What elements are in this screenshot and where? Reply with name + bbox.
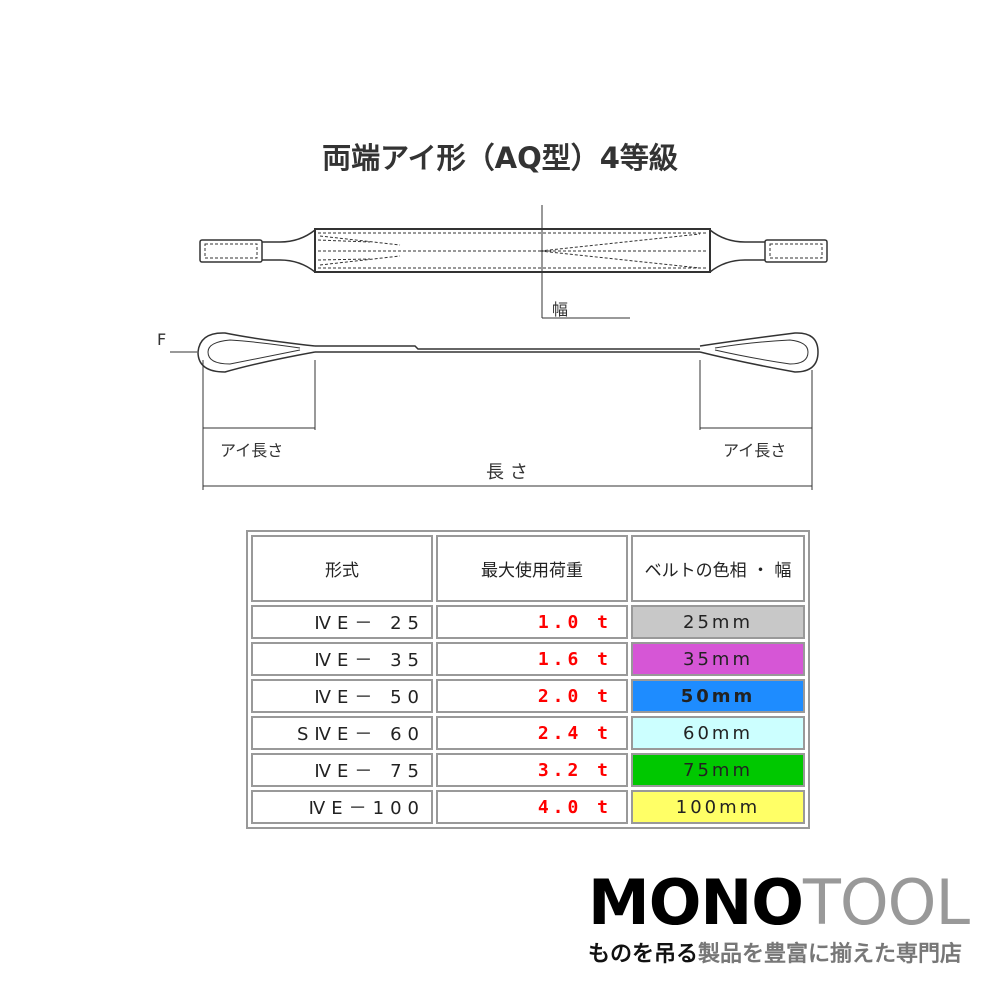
load-cell: 2.0 t [436,679,628,713]
belt-cell: 60mm [631,716,805,750]
eye-length-left-label: アイ長さ [220,441,284,460]
table-row: ⅣE－100 4.0 t 100mm [251,790,805,824]
logo-tagline: 製品を豊富に揃えた専門店 [698,942,963,967]
page-title: 両端アイ形（AQ型）4等級 [322,141,678,175]
load-cell: 2.4 t [436,716,628,750]
belt-top-view [199,205,828,319]
table-row: ⅣE－ 50 2.0 t 50mm [251,679,805,713]
width-label: 幅 [552,300,569,319]
model-cell: ⅣE－100 [251,790,433,824]
load-cell: 4.0 t [436,790,628,824]
length-label: 長 さ [486,462,528,483]
logo-tagline-bold: ものを吊る [588,942,699,967]
belt-cell: 75mm [631,753,805,787]
table-row: ⅣE－ 25 1.0 t 25mm [251,605,805,639]
spec-table: 形式 最大使用荷重 ベルトの色相 ・ 幅 ⅣE－ 25 1.0 t 25mm ⅣE… [246,530,810,829]
load-cell: 3.2 t [436,753,628,787]
table-header: 形式 最大使用荷重 ベルトの色相 ・ 幅 [251,535,805,602]
load-cell: 1.6 t [436,642,628,676]
header-model: 形式 [251,535,433,602]
model-cell: SⅣE－ 60 [251,716,433,750]
belt-side-view [197,332,819,373]
belt-cell: 35mm [631,642,805,676]
monotool-logo: MONOTOOL ものを吊る製品を豊富に揃えた専門店 [588,872,970,968]
dimension-lines [170,351,813,490]
eye-length-right-label: アイ長さ [723,441,787,460]
belt-cell: 100mm [631,790,805,824]
table-row: SⅣE－ 60 2.4 t 60mm [251,716,805,750]
sling-drawing [170,205,828,490]
header-belt: ベルトの色相 ・ 幅 [631,535,805,602]
belt-cell: 50mm [631,679,805,713]
logo-tool: TOOL [803,866,970,939]
model-cell: ⅣE－ 35 [251,642,433,676]
table-row: ⅣE－ 75 3.2 t 75mm [251,753,805,787]
logo-mono: MONO [588,866,804,939]
table-row: ⅣE－ 35 1.6 t 35mm [251,642,805,676]
model-cell: ⅣE－ 75 [251,753,433,787]
load-cell: 1.0 t [436,605,628,639]
f-label: F [157,330,167,349]
model-cell: ⅣE－ 25 [251,605,433,639]
belt-cell: 25mm [631,605,805,639]
model-cell: ⅣE－ 50 [251,679,433,713]
header-load: 最大使用荷重 [436,535,628,602]
